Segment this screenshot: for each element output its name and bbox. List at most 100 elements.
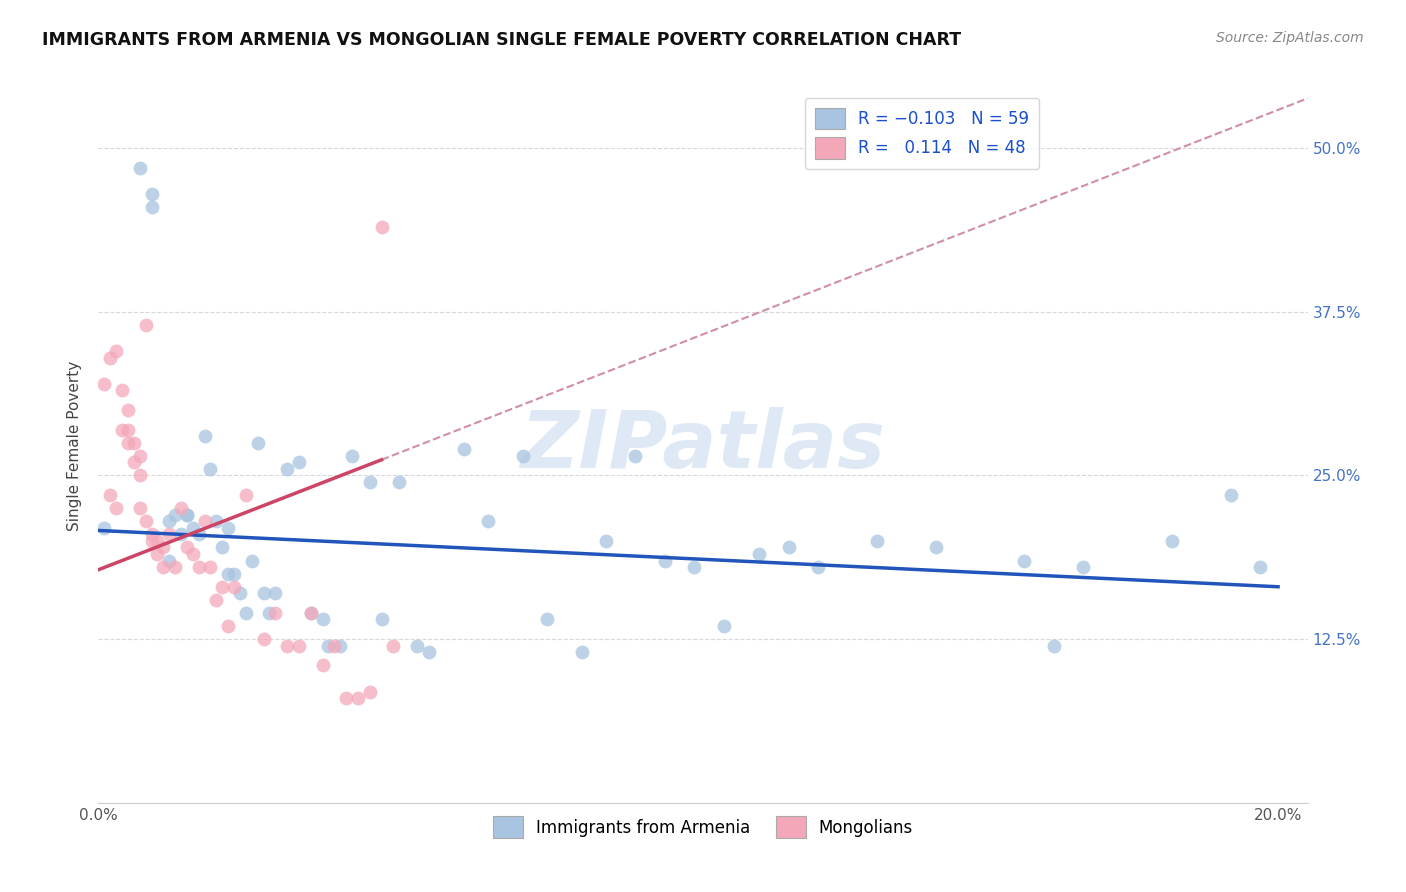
Point [235, 606, 257, 620]
Point [222, 580, 245, 594]
Point [1249, 560, 1271, 574]
Point [359, 475, 381, 489]
Point [181, 521, 204, 535]
Point [453, 442, 475, 457]
Point [187, 560, 209, 574]
Legend: Immigrants from Armenia, Mongolians: Immigrants from Armenia, Mongolians [486, 810, 920, 845]
Point [299, 606, 322, 620]
Point [165, 508, 187, 522]
Point [111, 384, 134, 398]
Point [571, 645, 593, 659]
Point [152, 541, 174, 555]
Point [211, 541, 233, 555]
Point [311, 658, 333, 673]
Point [141, 527, 163, 541]
Point [146, 547, 169, 561]
Point [200, 462, 222, 476]
Point [176, 508, 198, 522]
Point [152, 560, 174, 574]
Point [512, 449, 534, 463]
Point [866, 533, 889, 548]
Point [713, 619, 735, 633]
Point [259, 606, 281, 620]
Text: ZIPatlas: ZIPatlas [520, 407, 886, 485]
Point [187, 527, 209, 541]
Point [370, 219, 392, 234]
Point [217, 566, 239, 581]
Point [388, 475, 411, 489]
Point [382, 639, 405, 653]
Text: Source: ZipAtlas.com: Source: ZipAtlas.com [1216, 31, 1364, 45]
Point [170, 527, 193, 541]
Point [240, 553, 263, 567]
Point [165, 560, 187, 574]
Point [1014, 553, 1036, 567]
Point [288, 639, 311, 653]
Point [276, 639, 298, 653]
Point [135, 514, 157, 528]
Point [141, 200, 163, 214]
Point [105, 344, 128, 359]
Point [98, 488, 121, 502]
Point [1073, 560, 1095, 574]
Point [252, 632, 274, 647]
Point [329, 639, 352, 653]
Point [135, 318, 157, 332]
Point [778, 541, 800, 555]
Point [117, 435, 139, 450]
Point [128, 501, 150, 516]
Point [536, 612, 558, 626]
Point [311, 612, 333, 626]
Point [595, 533, 617, 548]
Point [170, 501, 193, 516]
Point [105, 501, 128, 516]
Point [229, 586, 252, 600]
Point [246, 435, 269, 450]
Point [194, 429, 217, 443]
Point [323, 639, 346, 653]
Point [128, 468, 150, 483]
Point [93, 376, 115, 391]
Point [205, 514, 228, 528]
Point [252, 586, 274, 600]
Point [176, 508, 198, 522]
Point [157, 527, 180, 541]
Point [176, 541, 198, 555]
Point [217, 521, 239, 535]
Point [347, 691, 370, 706]
Y-axis label: Single Female Poverty: Single Female Poverty [67, 361, 83, 531]
Point [276, 462, 298, 476]
Point [1161, 533, 1184, 548]
Point [1219, 488, 1241, 502]
Point [122, 435, 145, 450]
Point [335, 691, 357, 706]
Point [406, 639, 429, 653]
Point [205, 592, 228, 607]
Point [217, 619, 239, 633]
Point [807, 560, 830, 574]
Point [288, 455, 311, 469]
Point [654, 553, 676, 567]
Text: IMMIGRANTS FROM ARMENIA VS MONGOLIAN SINGLE FEMALE POVERTY CORRELATION CHART: IMMIGRANTS FROM ARMENIA VS MONGOLIAN SIN… [42, 31, 962, 49]
Point [122, 455, 145, 469]
Point [235, 488, 257, 502]
Point [146, 533, 169, 548]
Point [117, 403, 139, 417]
Point [359, 684, 381, 698]
Point [264, 606, 287, 620]
Point [128, 161, 150, 175]
Point [299, 606, 322, 620]
Point [340, 449, 363, 463]
Point [748, 547, 770, 561]
Point [128, 449, 150, 463]
Point [318, 639, 340, 653]
Point [925, 541, 948, 555]
Point [93, 521, 115, 535]
Point [200, 560, 222, 574]
Point [117, 423, 139, 437]
Point [683, 560, 706, 574]
Point [222, 566, 245, 581]
Point [157, 553, 180, 567]
Point [624, 449, 647, 463]
Point [98, 351, 121, 365]
